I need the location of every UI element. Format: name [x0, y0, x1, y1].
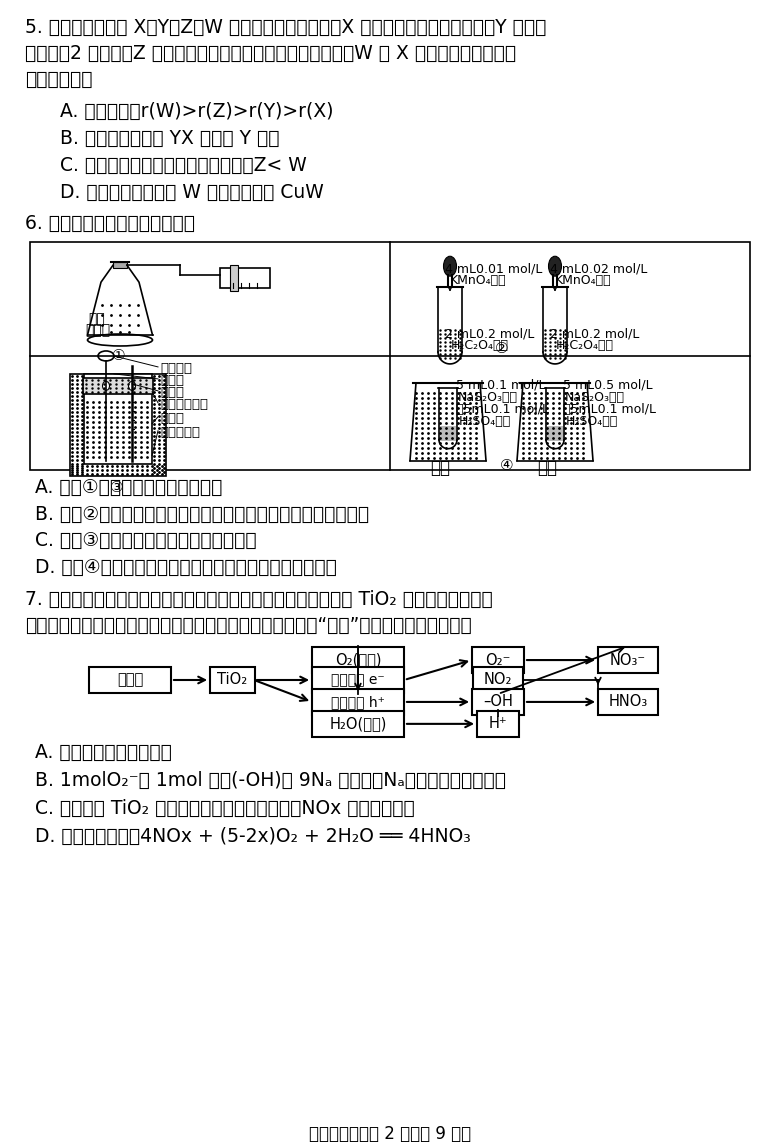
Text: 最外层有2 个电子，Z 的单质晶体是应用最广泛的半导体材料，W 与 X 位于同一主族。下列: 最外层有2 个电子，Z 的单质晶体是应用最广泛的半导体材料，W 与 X 位于同一…	[25, 44, 516, 63]
Text: 双孔泡澡塑料: 双孔泡澡塑料	[160, 398, 208, 411]
Text: 锶粒: 锶粒	[88, 312, 105, 326]
Text: B. 装置②依据单位时间内颜色变化来比较浓度对反应速率的影响: B. 装置②依据单位时间内颜色变化来比较浓度对反应速率的影响	[35, 505, 369, 523]
Text: NO₂: NO₂	[484, 672, 512, 687]
Text: 5 mL0.1 mol/L: 5 mL0.1 mol/L	[456, 379, 545, 392]
Ellipse shape	[444, 256, 456, 276]
Text: A. 原子半径：r(W)>r(Z)>r(Y)>r(X): A. 原子半径：r(W)>r(Z)>r(Y)>r(X)	[60, 102, 334, 120]
Bar	[70, 374, 166, 476]
Text: 紫外线: 紫外线	[117, 672, 143, 687]
Text: ④: ④	[500, 458, 513, 473]
Bar	[439, 385, 457, 448]
Text: 7. 汽车尾气的治理是减轻空气污染的有效途径。科学家研究发现 TiO₂ 的混凝土或氥青可: 7. 汽车尾气的治理是减轻空气污染的有效途径。科学家研究发现 TiO₂ 的混凝土…	[25, 591, 493, 609]
Text: 高三化学试题第 2 页（共 9 页）: 高三化学试题第 2 页（共 9 页）	[309, 1125, 471, 1142]
Bar	[113, 263, 127, 268]
Text: D. 加热时，铜单质与 W 单质反应生成 CuW: D. 加热时，铜单质与 W 单质反应生成 CuW	[60, 182, 324, 202]
Text: NO₃⁻: NO₃⁻	[610, 653, 646, 668]
Bar	[473, 668, 523, 693]
Text: D. 装置④依据出现浑浊的快慢比较温度对反应速率的影响: D. 装置④依据出现浑浊的快慢比较温度对反应速率的影响	[35, 559, 337, 577]
Text: TiO₂: TiO₂	[217, 672, 247, 687]
Text: ②: ②	[495, 341, 509, 356]
Text: 搅拌棒: 搅拌棒	[160, 374, 184, 387]
Text: 和5mL0.1 mol/L: 和5mL0.1 mol/L	[563, 403, 656, 416]
Text: H₂SO₄溶液: H₂SO₄溶液	[459, 415, 511, 428]
Text: C. 装置③进行中和反应反应热的测定实验: C. 装置③进行中和反应反应热的测定实验	[35, 531, 257, 551]
Bar	[312, 668, 404, 693]
Text: H₂C₂O₄溶液: H₂C₂O₄溶液	[451, 340, 509, 352]
Text: 说法正确的是: 说法正确的是	[25, 70, 93, 88]
Bar	[30, 242, 750, 469]
Text: B. 工业上电解燕融 YX 来制取 Y 单质: B. 工业上电解燕融 YX 来制取 Y 单质	[60, 128, 279, 148]
Text: –OH: –OH	[483, 694, 513, 710]
Bar	[84, 374, 152, 463]
Bar	[598, 689, 658, 715]
Text: O₂⁻: O₂⁻	[485, 653, 511, 668]
Ellipse shape	[102, 381, 109, 390]
Text: 和5mL0.1 mol/L: 和5mL0.1 mol/L	[456, 403, 549, 416]
Bar	[220, 268, 270, 288]
Text: 以适度消除汽车尾气中的氮氧化物，其原理如下。下列关于“消除”过程的叙述错误的是：: 以适度消除汽车尾气中的氮氧化物，其原理如下。下列关于“消除”过程的叙述错误的是：	[25, 616, 472, 635]
Bar	[440, 426, 456, 440]
Text: KMnO₄溶液: KMnO₄溶液	[450, 274, 507, 287]
Bar	[230, 265, 238, 291]
Text: H₂O(空气): H₂O(空气)	[329, 717, 387, 732]
Bar	[477, 711, 519, 736]
Text: 2 mL0.2 mol/L: 2 mL0.2 mol/L	[550, 327, 640, 340]
Text: NaS₂O₃溶液: NaS₂O₃溶液	[565, 391, 625, 404]
Bar	[312, 689, 404, 715]
Text: 5. 短周期主族元素 X、Y、Z、W 的原子序数依次增大，X 是地壳中含量最多的元素，Y 原子的: 5. 短周期主族元素 X、Y、Z、W 的原子序数依次增大，X 是地壳中含量最多的…	[25, 18, 546, 37]
Ellipse shape	[129, 381, 136, 390]
Bar	[472, 647, 524, 673]
Text: A. 部分光能转变为化学能: A. 部分光能转变为化学能	[35, 743, 172, 762]
Text: 稀硫酸: 稀硫酸	[85, 323, 110, 337]
Text: 冷水: 冷水	[537, 459, 557, 477]
Text: D. 消除总反应为：4NOx + (5-2x)O₂ + 2H₂O ══ 4HNO₃: D. 消除总反应为：4NOx + (5-2x)O₂ + 2H₂O ══ 4HNO…	[35, 827, 471, 845]
Text: H₂SO₄溶液: H₂SO₄溶液	[566, 415, 619, 428]
Bar	[312, 711, 404, 736]
Text: 光生空穴 h⁺: 光生空穴 h⁺	[331, 695, 385, 709]
Text: 热水: 热水	[430, 459, 450, 477]
Text: KMnO₄溶液: KMnO₄溶液	[555, 274, 612, 287]
Text: C. 最高价氧化物对应水化物的酸性：Z< W: C. 最高价氧化物对应水化物的酸性：Z< W	[60, 156, 307, 174]
Text: 6. 下列装置或操作能达到目的是: 6. 下列装置或操作能达到目的是	[25, 214, 195, 233]
Text: B. 1molO₂⁻比 1mol 羟基(-OH)多 9Nₐ 个电子（Nₐ为阿伏伽德罗常数）: B. 1molO₂⁻比 1mol 羟基(-OH)多 9Nₐ 个电子（Nₐ为阿伏伽…	[35, 771, 506, 790]
Text: O₂(空气): O₂(空气)	[335, 653, 381, 668]
Text: 反应液: 反应液	[160, 412, 184, 424]
Text: 4 mL0.02 mol/L: 4 mL0.02 mol/L	[550, 263, 647, 275]
Text: 4 mL0.01 mol/L: 4 mL0.01 mol/L	[445, 263, 542, 275]
Text: HNO₃: HNO₃	[608, 694, 647, 710]
Bar	[598, 647, 658, 673]
Text: C. 使用纳米 TiO₂ 产生的光生电子和空穴更多，NOx 消除效率更高: C. 使用纳米 TiO₂ 产生的光生电子和空穴更多，NOx 消除效率更高	[35, 798, 415, 818]
Text: 2 mL0.2 mol/L: 2 mL0.2 mol/L	[445, 327, 534, 340]
Text: 5 mL0.5 mol/L: 5 mL0.5 mol/L	[563, 379, 653, 392]
Text: NaS₂O₃溶液: NaS₂O₃溶液	[458, 391, 518, 404]
Bar	[546, 385, 564, 448]
Text: ①: ①	[112, 348, 126, 362]
Bar	[312, 647, 404, 673]
Text: 光生电子 e⁻: 光生电子 e⁻	[332, 673, 385, 687]
Text: 环形玻璃: 环形玻璃	[160, 362, 192, 375]
Text: H₂C₂O₄溶液: H₂C₂O₄溶液	[556, 340, 614, 352]
Ellipse shape	[548, 256, 562, 276]
Bar	[472, 689, 524, 715]
Text: 温度计: 温度计	[160, 385, 184, 399]
Text: 碎泡澡塑料: 碎泡澡塑料	[160, 426, 200, 439]
Bar	[210, 668, 254, 693]
Bar	[547, 426, 563, 440]
Text: A. 装置①用于测定生成氢气的速率: A. 装置①用于测定生成氢气的速率	[35, 477, 222, 497]
Text: ③: ③	[110, 479, 123, 494]
Bar	[83, 377, 153, 393]
Bar	[89, 668, 171, 693]
Text: H⁺: H⁺	[489, 717, 507, 732]
